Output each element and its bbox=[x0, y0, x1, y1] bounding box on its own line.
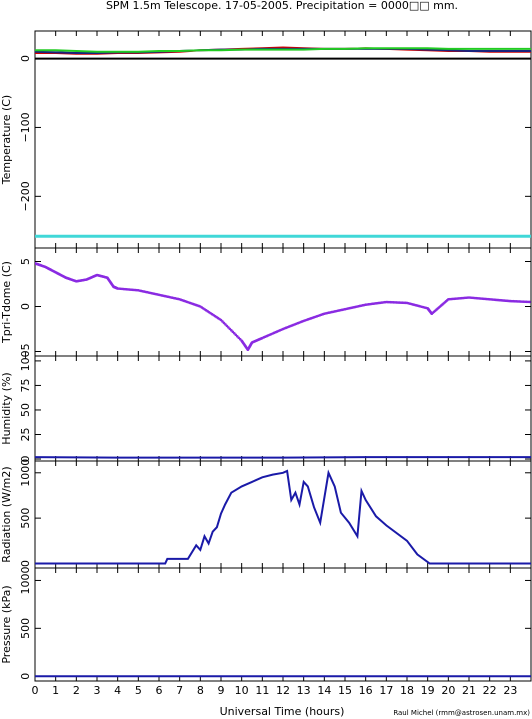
y-tick-label: 25 bbox=[19, 428, 32, 442]
series-line-0 bbox=[35, 456, 531, 459]
y-tick-label: 0 bbox=[19, 560, 32, 567]
chart-title: SPM 1.5m Telescope. 17-05-2005. Precipit… bbox=[106, 0, 458, 12]
y-tick-label: 0 bbox=[19, 673, 32, 680]
x-tick-label: 9 bbox=[218, 684, 225, 697]
y-axis-label: Temperature (C) bbox=[0, 95, 13, 185]
y-tick-label: 0 bbox=[19, 303, 32, 310]
panel-0: 0 −100 −200 Temperature (C) bbox=[0, 30, 532, 249]
panel-frame bbox=[34, 247, 532, 357]
series-line-0 bbox=[35, 469, 531, 565]
x-tick-label: 0 bbox=[32, 684, 39, 697]
x-tick-label: 15 bbox=[338, 684, 352, 697]
y-axis-label: Radiation (W/m2) bbox=[0, 466, 13, 562]
y-tick-label: −200 bbox=[19, 181, 32, 211]
x-tick-label: 10 bbox=[235, 684, 249, 697]
x-tick-label: 11 bbox=[255, 684, 269, 697]
x-tick-label: 17 bbox=[379, 684, 393, 697]
y-axis-label: Humidity (%) bbox=[0, 372, 13, 444]
x-tick-label: 22 bbox=[483, 684, 497, 697]
panel-1: −5 0 5 Tpri-Tdome (C) bbox=[0, 247, 532, 360]
panel-2: 0 25 50 75 100 Humidity (%) bbox=[0, 350, 532, 463]
x-tick-label: 3 bbox=[94, 684, 101, 697]
y-tick-label: −5 bbox=[19, 343, 32, 359]
panel-3: 0 500 1000 Radiation (W/m2) bbox=[0, 459, 532, 569]
x-tick-label: 23 bbox=[503, 684, 517, 697]
x-tick-label: 6 bbox=[156, 684, 163, 697]
x-tick-label: 8 bbox=[197, 684, 204, 697]
panel-frame bbox=[34, 460, 532, 569]
x-tick-label: 13 bbox=[297, 684, 311, 697]
y-axis-label: Tpri-Tdome (C) bbox=[0, 261, 13, 344]
x-tick-label: 1 bbox=[52, 684, 59, 697]
x-tick-label: 20 bbox=[441, 684, 455, 697]
y-axis-label: Pressure (kPa) bbox=[0, 585, 13, 663]
panel-frame bbox=[34, 567, 532, 682]
x-tick-label: 7 bbox=[176, 684, 183, 697]
x-tick-label: 19 bbox=[421, 684, 435, 697]
x-tick-label: 4 bbox=[114, 684, 121, 697]
y-tick-label: 5 bbox=[19, 258, 32, 265]
y-tick-label: 1000 bbox=[19, 566, 32, 594]
series-0 bbox=[35, 262, 531, 352]
x-tick-label: 12 bbox=[276, 684, 290, 697]
y-tick-label: −100 bbox=[19, 112, 32, 142]
panel-4: 0 500 1000 Pressure (kPa) bbox=[0, 566, 532, 682]
panels: 0 −100 −200 Temperature (C) −5 0 5 Tpri-Tdome (… bbox=[0, 30, 532, 682]
data-point bbox=[528, 300, 531, 304]
y-tick-label: 0 bbox=[19, 456, 32, 463]
y-tick-label: 0 bbox=[19, 55, 32, 62]
series-line-2 bbox=[35, 47, 531, 53]
x-axis: 0 1 2 3 4 5 6 7 8 9 10 11 12 13 14 15 16 17 18 19 20 21 22 23 bbox=[32, 684, 518, 697]
x-axis-label: Universal Time (hours) bbox=[220, 705, 345, 718]
x-tick-label: 5 bbox=[135, 684, 142, 697]
x-tick-label: 21 bbox=[462, 684, 476, 697]
x-tick-label: 2 bbox=[73, 684, 80, 697]
y-tick-label: 50 bbox=[19, 403, 32, 417]
x-tick-label: 14 bbox=[317, 684, 331, 697]
y-tick-label: 500 bbox=[19, 508, 32, 529]
x-tick-label: 16 bbox=[359, 684, 373, 697]
y-tick-label: 75 bbox=[19, 378, 32, 392]
y-tick-label: 1000 bbox=[19, 459, 32, 487]
credit-text: Raul Michel (rmm@astrosen.unam.mx) bbox=[393, 709, 530, 717]
panel-frame bbox=[34, 30, 532, 249]
y-tick-label: 100 bbox=[19, 350, 32, 371]
panel-frame bbox=[34, 355, 532, 462]
y-tick-label: 500 bbox=[19, 618, 32, 639]
x-tick-label: 18 bbox=[400, 684, 414, 697]
